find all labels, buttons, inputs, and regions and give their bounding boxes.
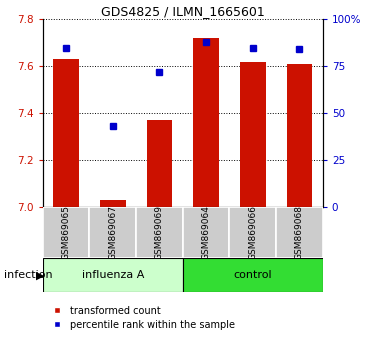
Title: GDS4825 / ILMN_1665601: GDS4825 / ILMN_1665601 — [101, 5, 265, 18]
Bar — [43, 207, 89, 258]
Text: GSM869068: GSM869068 — [295, 205, 304, 260]
Text: GSM869066: GSM869066 — [248, 205, 257, 260]
Bar — [240, 62, 266, 207]
Bar — [147, 120, 172, 207]
Text: ▶: ▶ — [36, 270, 45, 280]
Bar — [53, 59, 79, 207]
Legend: transformed count, percentile rank within the sample: transformed count, percentile rank withi… — [47, 306, 235, 330]
Bar — [183, 207, 229, 258]
Bar — [43, 258, 183, 292]
Bar — [100, 200, 125, 207]
Bar — [89, 207, 136, 258]
Text: GSM869069: GSM869069 — [155, 205, 164, 260]
Text: infection: infection — [4, 270, 52, 280]
Text: influenza A: influenza A — [82, 270, 144, 280]
Text: GSM869065: GSM869065 — [62, 205, 70, 260]
Text: GSM869064: GSM869064 — [201, 205, 211, 260]
Bar — [286, 64, 312, 207]
Bar — [136, 207, 183, 258]
Text: GSM869067: GSM869067 — [108, 205, 117, 260]
Bar — [229, 207, 276, 258]
Text: control: control — [233, 270, 272, 280]
Bar — [276, 207, 323, 258]
Bar — [193, 38, 219, 207]
Bar — [183, 258, 323, 292]
